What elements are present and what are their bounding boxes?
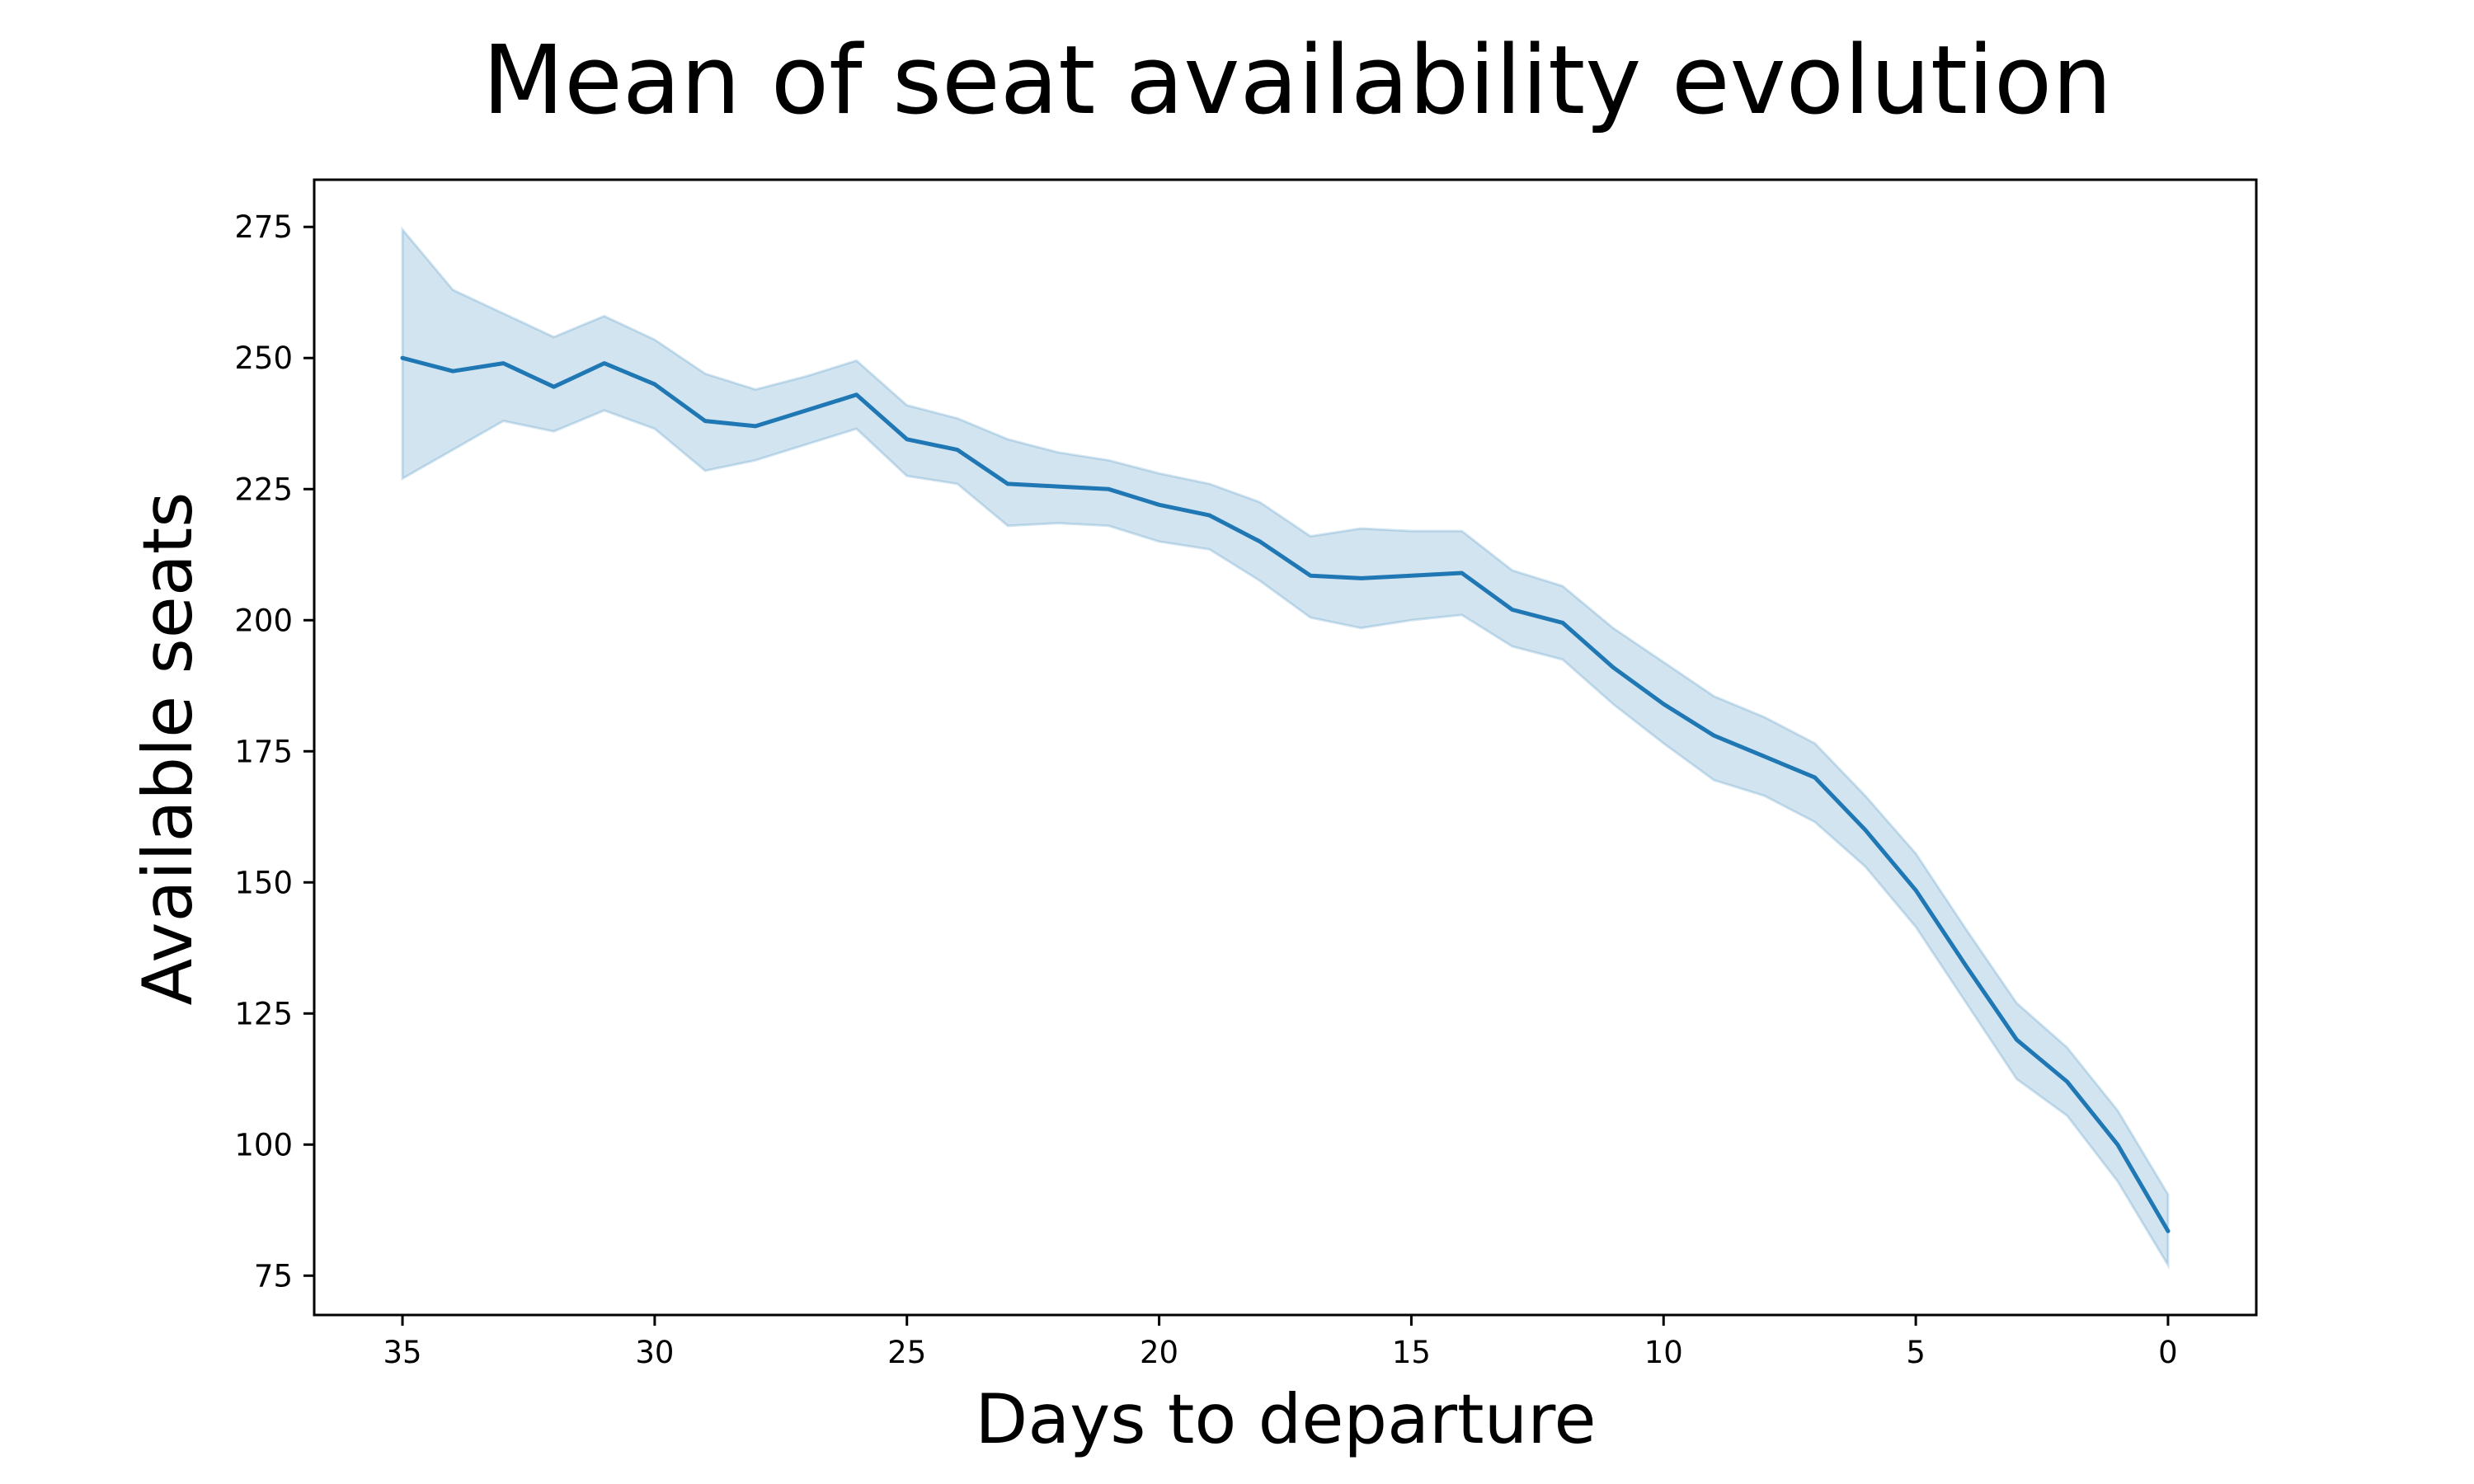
- mean-line: [400, 355, 2171, 1233]
- y-tick-label: 250: [234, 340, 293, 376]
- x-tick-label: 35: [383, 1335, 421, 1370]
- y-tick-label: 75: [254, 1258, 293, 1294]
- y-axis-label: Available seats: [128, 491, 208, 1005]
- x-tick-label: 25: [887, 1335, 926, 1370]
- y-tick-label: 100: [234, 1127, 293, 1162]
- axes-frame: [313, 178, 2258, 1317]
- x-tick-label: 30: [635, 1335, 674, 1370]
- x-axis-label: Days to departure: [975, 1379, 1596, 1459]
- y-axis: 75 100 125 150 175 200 225 250 275: [234, 209, 314, 1294]
- y-tick-label: 175: [234, 734, 293, 769]
- y-tick-label: 200: [234, 603, 293, 638]
- plot-area: [313, 178, 2258, 1317]
- x-tick-label: 5: [1906, 1335, 1926, 1370]
- x-tick-label: 15: [1392, 1335, 1431, 1370]
- x-axis: 35 30 25 20 15 10 5 0: [383, 1315, 2178, 1370]
- x-tick-label: 10: [1644, 1335, 1683, 1370]
- y-tick-label: 150: [234, 865, 293, 900]
- y-tick-label: 225: [234, 472, 293, 507]
- x-tick-label: 20: [1140, 1335, 1178, 1370]
- y-tick-label: 125: [234, 996, 293, 1031]
- y-tick-label: 275: [234, 209, 293, 245]
- confidence-band: [401, 226, 2170, 1270]
- x-tick-label: 0: [2158, 1335, 2178, 1370]
- chart-title: Mean of seat availability evolution: [482, 26, 2112, 136]
